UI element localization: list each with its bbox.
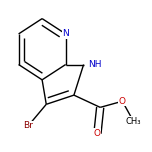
Text: Br: Br [23,121,33,130]
Text: O: O [94,129,101,138]
Text: NH: NH [88,60,101,69]
Text: CH₃: CH₃ [126,117,141,126]
Text: N: N [62,29,69,38]
Text: N: N [62,29,69,38]
Text: O: O [119,97,126,106]
Text: O: O [94,129,101,138]
Text: O: O [119,97,126,106]
Text: Br: Br [23,121,33,130]
Text: NH: NH [89,60,103,69]
